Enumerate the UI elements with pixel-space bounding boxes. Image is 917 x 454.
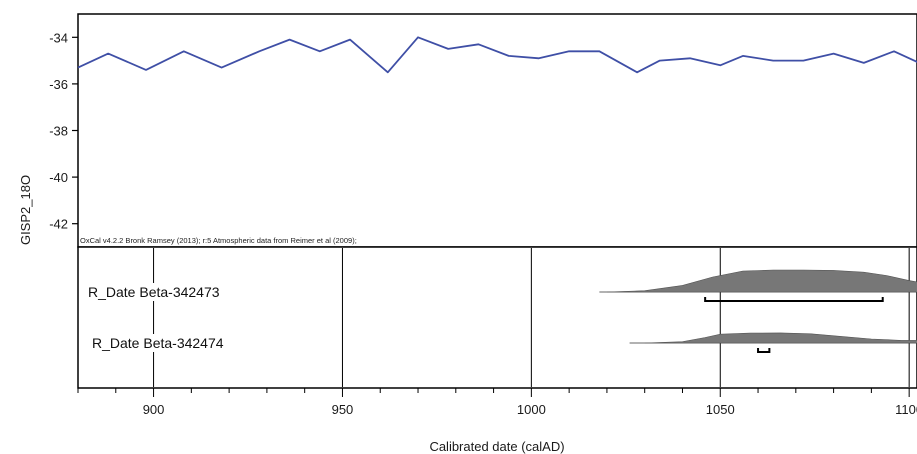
- calibration-panel: R_Date Beta-342473 R_Date Beta-342474 900…: [77, 246, 917, 454]
- y-tick-label: -38: [49, 124, 68, 139]
- y-tick-label: -36: [49, 77, 68, 92]
- date-label-background: [86, 283, 262, 301]
- probability-distribution: [644, 332, 917, 344]
- date-2: R_Date Beta-342474: [90, 332, 917, 353]
- oxcal-credit-text: OxCal v4.2.2 Bronk Ramsey (2013); r:5 At…: [80, 236, 357, 245]
- isotope-panel: -34 -36 -38 -40 -42 OxCal v4.2.2 Bronk Ramse…: [18, 13, 917, 248]
- x-axis-title: Calibrated date (calAD): [429, 439, 564, 454]
- x-tick-label: 900: [143, 402, 165, 417]
- y-axis-title: GISP2_18O: [18, 175, 33, 245]
- gisp2-18o-line: [77, 36, 917, 74]
- hpd-range-bracket: [757, 348, 771, 353]
- date-label: R_Date Beta-342474: [92, 335, 224, 351]
- x-axis: 9009501000105011001150120012501300: [77, 388, 917, 417]
- x-tick-label: 950: [332, 402, 354, 417]
- date-label-background: [90, 334, 266, 352]
- y-tick-label: -40: [49, 170, 68, 185]
- x-gridlines: [153, 248, 910, 387]
- y-tick-label: -34: [49, 30, 68, 45]
- date-distributions: R_Date Beta-342473 R_Date Beta-342474: [86, 269, 917, 353]
- date-label: R_Date Beta-342473: [88, 284, 220, 300]
- x-tick-label: 1050: [706, 402, 735, 417]
- hpd-range-bracket: [704, 297, 884, 302]
- probability-distribution: [606, 269, 917, 293]
- calibration-plot-frame: [77, 246, 917, 389]
- y-tick-label: -42: [49, 217, 68, 232]
- x-tick-label: 1000: [517, 402, 546, 417]
- y-axis: -34 -36 -38 -40 -42: [49, 30, 78, 232]
- date-1: R_Date Beta-342473: [86, 269, 917, 302]
- isotope-plot-frame: [77, 13, 917, 248]
- x-tick-label: 1100: [895, 402, 917, 417]
